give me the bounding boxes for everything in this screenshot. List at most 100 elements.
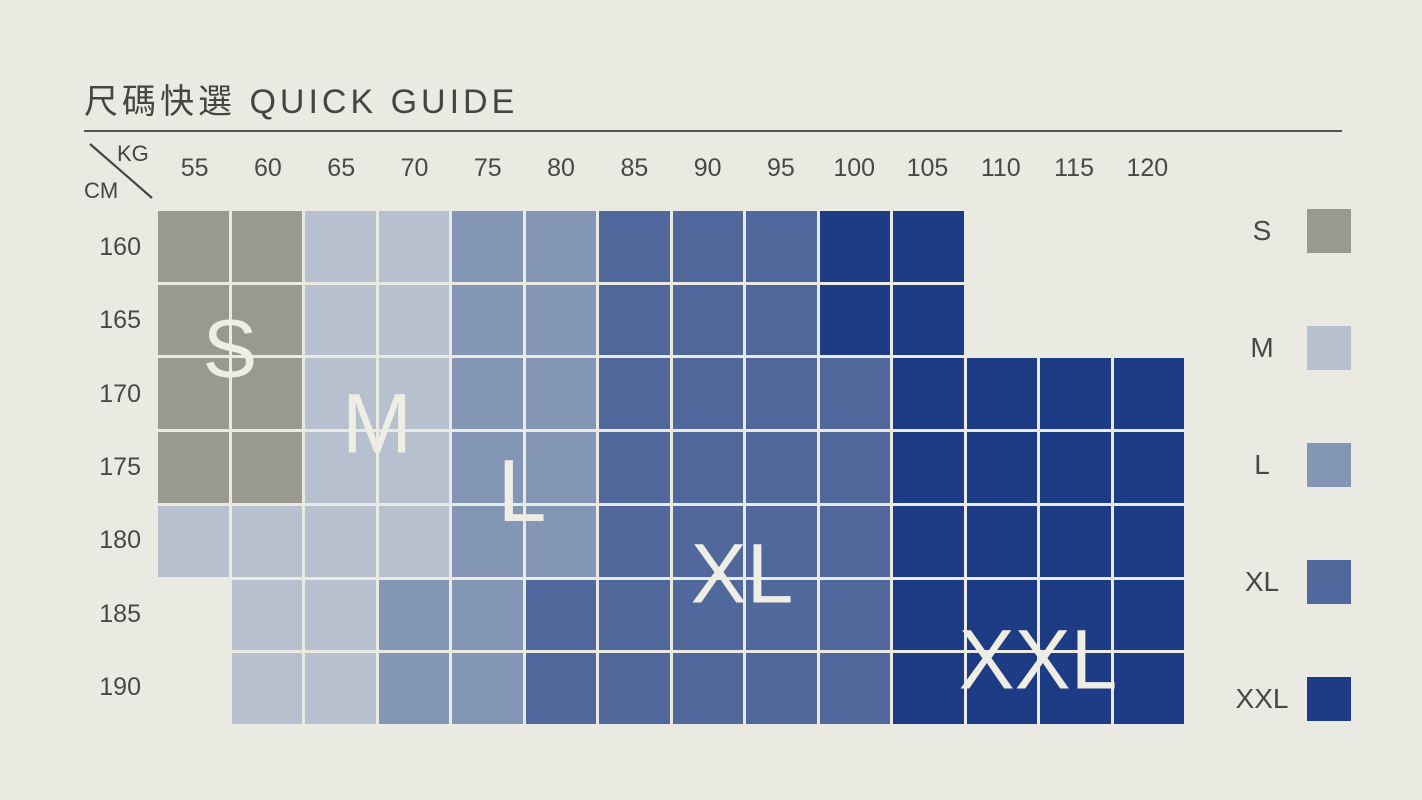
cell-180cm-85kg-xl bbox=[599, 505, 670, 577]
cell-175cm-110kg-xxl bbox=[966, 432, 1037, 503]
cell-175cm-70kg-m bbox=[378, 432, 449, 503]
weight-label-65: 65 bbox=[327, 153, 356, 182]
height-label-160: 160 bbox=[99, 233, 141, 262]
weight-label-105: 105 bbox=[906, 153, 949, 182]
axis-diagonal-line bbox=[89, 143, 153, 199]
legend-swatch-xl bbox=[1307, 560, 1351, 604]
weight-label-60: 60 bbox=[254, 153, 282, 182]
cell-185cm-85kg-xl bbox=[599, 579, 670, 651]
cell-170cm-100kg-xl bbox=[819, 358, 890, 430]
weight-label-85: 85 bbox=[620, 153, 649, 182]
weight-label-95: 95 bbox=[767, 153, 795, 182]
cell-180cm-55kg-m bbox=[158, 505, 229, 577]
cell-165cm-95kg-xl bbox=[746, 284, 817, 356]
cell-180cm-80kg-l bbox=[525, 505, 596, 577]
legend-swatch-m bbox=[1307, 326, 1351, 370]
cell-175cm-95kg-xl bbox=[746, 432, 817, 503]
cell-180cm-115kg-xxl bbox=[1040, 505, 1111, 577]
cell-180cm-105kg-xxl bbox=[893, 505, 964, 577]
weight-label-120: 120 bbox=[1126, 153, 1169, 182]
cell-165cm-85kg-xl bbox=[599, 284, 670, 356]
cell-185cm-90kg-xl bbox=[672, 579, 743, 651]
cell-170cm-65kg-m bbox=[305, 358, 376, 430]
cell-160cm-80kg-l bbox=[525, 211, 596, 282]
cell-180cm-120kg-xxl bbox=[1113, 505, 1184, 577]
cell-175cm-60kg-s bbox=[231, 432, 302, 503]
cell-175cm-105kg-xxl bbox=[893, 432, 964, 503]
size-legend: S M L XL XXL bbox=[1227, 209, 1351, 739]
cell-190cm-100kg-xl bbox=[819, 653, 890, 724]
cell-190cm-105kg-xxl bbox=[893, 653, 964, 724]
cell-180cm-110kg-xxl bbox=[966, 505, 1037, 577]
cell-175cm-115kg-xxl bbox=[1040, 432, 1111, 503]
cell-empty bbox=[1114, 211, 1185, 282]
cell-165cm-55kg-s bbox=[158, 284, 229, 356]
axis-unit-cm: CM bbox=[84, 178, 119, 203]
cell-170cm-85kg-xl bbox=[599, 358, 670, 430]
weight-label-75: 75 bbox=[473, 153, 502, 182]
cell-190cm-75kg-l bbox=[452, 653, 523, 724]
legend-label-xxl: XXL bbox=[1235, 683, 1289, 714]
height-label-185: 185 bbox=[99, 599, 141, 628]
cell-170cm-80kg-l bbox=[525, 358, 596, 430]
title-underline bbox=[84, 130, 1342, 132]
cell-170cm-95kg-xl bbox=[746, 358, 817, 430]
cell-empty bbox=[967, 211, 1038, 282]
weight-label-80: 80 bbox=[547, 153, 575, 182]
weight-label-90: 90 bbox=[693, 153, 722, 182]
cell-175cm-100kg-xl bbox=[819, 432, 890, 503]
cell-170cm-120kg-xxl bbox=[1113, 358, 1184, 430]
cell-170cm-105kg-xxl bbox=[893, 358, 964, 430]
cell-185cm-70kg-l bbox=[378, 579, 449, 651]
height-label-175: 175 bbox=[99, 452, 141, 481]
cell-empty bbox=[1040, 285, 1111, 356]
cell-170cm-75kg-l bbox=[452, 358, 523, 430]
height-label-190: 190 bbox=[99, 672, 141, 701]
cell-160cm-85kg-xl bbox=[599, 211, 670, 282]
legend-item-m: M bbox=[1227, 326, 1351, 370]
cell-empty bbox=[158, 653, 229, 724]
cell-170cm-110kg-xxl bbox=[966, 358, 1037, 430]
cell-190cm-90kg-xl bbox=[672, 653, 743, 724]
weight-label-100: 100 bbox=[833, 153, 876, 182]
cell-170cm-115kg-xxl bbox=[1040, 358, 1111, 430]
legend-label-l: L bbox=[1254, 449, 1270, 480]
weight-label-70: 70 bbox=[400, 153, 429, 182]
cell-160cm-55kg-s bbox=[158, 211, 229, 282]
height-label-170: 170 bbox=[99, 379, 141, 408]
cell-185cm-65kg-m bbox=[305, 579, 376, 651]
axis-unit-kg: KG bbox=[117, 141, 149, 166]
cell-180cm-70kg-m bbox=[378, 505, 449, 577]
cell-165cm-80kg-l bbox=[525, 284, 596, 356]
cell-empty bbox=[158, 580, 229, 651]
cell-190cm-70kg-l bbox=[378, 653, 449, 724]
cell-empty bbox=[1114, 285, 1185, 356]
cell-180cm-90kg-xl bbox=[672, 505, 743, 577]
cell-160cm-60kg-s bbox=[231, 211, 302, 282]
cell-165cm-105kg-xxl bbox=[893, 284, 964, 356]
cell-empty bbox=[967, 285, 1038, 356]
cell-190cm-120kg-xxl bbox=[1113, 653, 1184, 724]
cell-180cm-65kg-m bbox=[305, 505, 376, 577]
weight-axis-labels: 55 60 65 70 75 80 85 90 95 100 105 110 115 120 bbox=[158, 148, 1184, 188]
legend-swatch-xxl bbox=[1307, 677, 1351, 721]
height-label-180: 180 bbox=[99, 526, 141, 555]
weight-label-115: 115 bbox=[1054, 153, 1094, 182]
cell-empty bbox=[1040, 211, 1111, 282]
height-axis-labels: 160 165 170 175 180 185 190 bbox=[59, 211, 141, 724]
legend-item-xl: XL bbox=[1227, 560, 1351, 604]
cell-165cm-65kg-m bbox=[305, 284, 376, 356]
cell-160cm-90kg-xl bbox=[672, 211, 743, 282]
cell-165cm-60kg-s bbox=[231, 284, 302, 356]
cell-175cm-55kg-s bbox=[158, 432, 229, 503]
cell-190cm-60kg-m bbox=[231, 653, 302, 724]
legend-item-s: S bbox=[1227, 209, 1351, 253]
cell-185cm-100kg-xl bbox=[819, 579, 890, 651]
cell-185cm-115kg-xxl bbox=[1040, 579, 1111, 651]
cell-175cm-90kg-xl bbox=[672, 432, 743, 503]
size-heatmap-grid: S M L XL XXL bbox=[158, 211, 1184, 724]
cell-175cm-85kg-xl bbox=[599, 432, 670, 503]
cell-175cm-120kg-xxl bbox=[1113, 432, 1184, 503]
legend-label-s: S bbox=[1252, 215, 1272, 246]
cell-165cm-90kg-xl bbox=[672, 284, 743, 356]
